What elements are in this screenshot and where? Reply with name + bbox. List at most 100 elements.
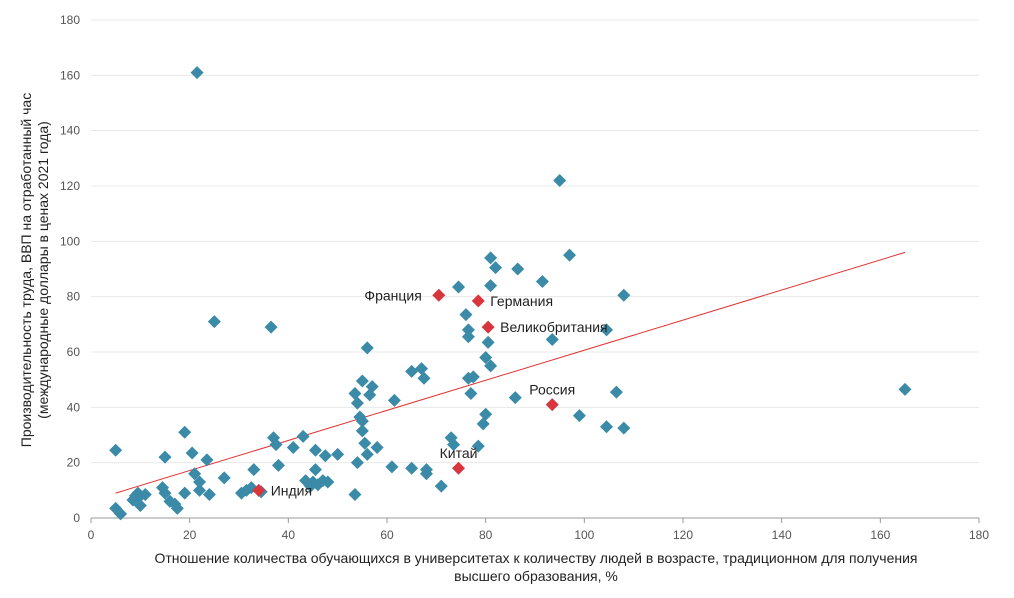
data-point (190, 66, 204, 80)
x-tick-label: 140 (772, 528, 792, 542)
data-point (331, 447, 345, 461)
data-point (511, 262, 525, 276)
data-point (170, 501, 184, 515)
data-point (387, 393, 401, 407)
highlighted-points (252, 288, 559, 497)
data-point (452, 280, 466, 294)
data-point (385, 460, 399, 474)
data-point (419, 463, 433, 477)
y-tick-label: 140 (60, 124, 80, 138)
data-point (264, 320, 278, 334)
data-point (247, 463, 261, 477)
data-point (617, 288, 631, 302)
gridlines (91, 19, 979, 464)
y-tick-label: 80 (67, 290, 81, 304)
data-point (350, 456, 364, 470)
point-label: Франция (364, 287, 421, 303)
highlight-point (471, 294, 485, 308)
data-point (355, 414, 369, 428)
data-point (365, 380, 379, 394)
data-point (138, 487, 152, 501)
trendline-group (115, 251, 906, 494)
x-tick-label: 20 (183, 528, 197, 542)
data-point (308, 443, 322, 457)
point-label: Германия (490, 293, 553, 309)
data-point (350, 396, 364, 410)
data-point (355, 374, 369, 388)
y-tick-label: 0 (73, 511, 80, 525)
data-point (405, 461, 419, 475)
data-point (202, 487, 216, 501)
data-point (158, 450, 172, 464)
data-point (188, 467, 202, 481)
data-point (417, 371, 431, 385)
data-points (109, 66, 912, 521)
data-point (193, 475, 207, 489)
data-point (489, 261, 503, 275)
x-tick-label: 100 (574, 528, 594, 542)
data-point (466, 370, 480, 384)
y-axis-title-line-1: Производительность труда, ВВП на отработ… (18, 93, 34, 447)
x-axis-title-line-1: Отношение количества обучающихся в униве… (154, 550, 917, 566)
data-point (617, 421, 631, 435)
point-labels: Франция Германия Великобритания Россия Китай… (271, 287, 608, 498)
y-axis-title-line-2: (международные доллары в ценах 2021 года… (35, 121, 51, 419)
y-tick-label: 60 (67, 345, 81, 359)
point-label: Россия (529, 382, 575, 398)
data-point (178, 486, 192, 500)
axis-titles: Отношение количества обучающихся в униве… (18, 93, 918, 584)
data-point (128, 489, 142, 503)
data-point (464, 387, 478, 400)
x-tick-label: 120 (673, 528, 693, 542)
data-point (405, 364, 419, 378)
data-point (348, 387, 362, 400)
data-point (572, 409, 586, 423)
y-tick-label: 160 (60, 68, 80, 82)
y-tick-label: 40 (67, 400, 81, 414)
x-tick-label: 180 (969, 528, 989, 542)
data-point (553, 173, 567, 187)
axes: 0 20 40 60 80 100 120 140 160 180 0 20 40 60 80 100 120 1… (60, 13, 989, 542)
data-point (484, 251, 498, 265)
data-point (370, 440, 384, 454)
y-tick-label: 100 (60, 234, 80, 248)
data-point (481, 335, 495, 349)
data-point (360, 341, 374, 355)
y-tick-label: 120 (60, 179, 80, 193)
highlight-point (452, 461, 466, 475)
data-point (545, 333, 559, 347)
data-point (461, 330, 475, 344)
data-point (244, 481, 258, 495)
data-point (508, 391, 522, 405)
data-point (348, 487, 362, 501)
data-point (286, 440, 300, 454)
data-point (484, 279, 498, 293)
data-point (447, 438, 461, 452)
data-point (158, 486, 172, 500)
point-label: Индия (271, 482, 312, 498)
point-label: Великобритания (500, 319, 608, 335)
trend-line (115, 251, 906, 494)
data-point (415, 362, 429, 376)
point-label: Китай (440, 445, 478, 461)
data-point (563, 248, 577, 262)
data-point (535, 274, 549, 288)
x-tick-label: 60 (380, 528, 394, 542)
x-tick-label: 0 (88, 528, 95, 542)
data-point (459, 308, 473, 322)
data-point (476, 417, 490, 431)
data-point (269, 438, 283, 452)
highlight-point (432, 288, 446, 302)
data-point (217, 471, 231, 485)
data-point (308, 463, 322, 477)
data-point (600, 323, 614, 337)
y-tick-label: 20 (67, 456, 81, 470)
data-point (114, 507, 128, 521)
data-point (434, 479, 448, 493)
data-point (109, 443, 123, 457)
data-point (461, 323, 475, 337)
data-point (178, 425, 192, 439)
data-point (207, 315, 221, 329)
data-point (360, 447, 374, 461)
